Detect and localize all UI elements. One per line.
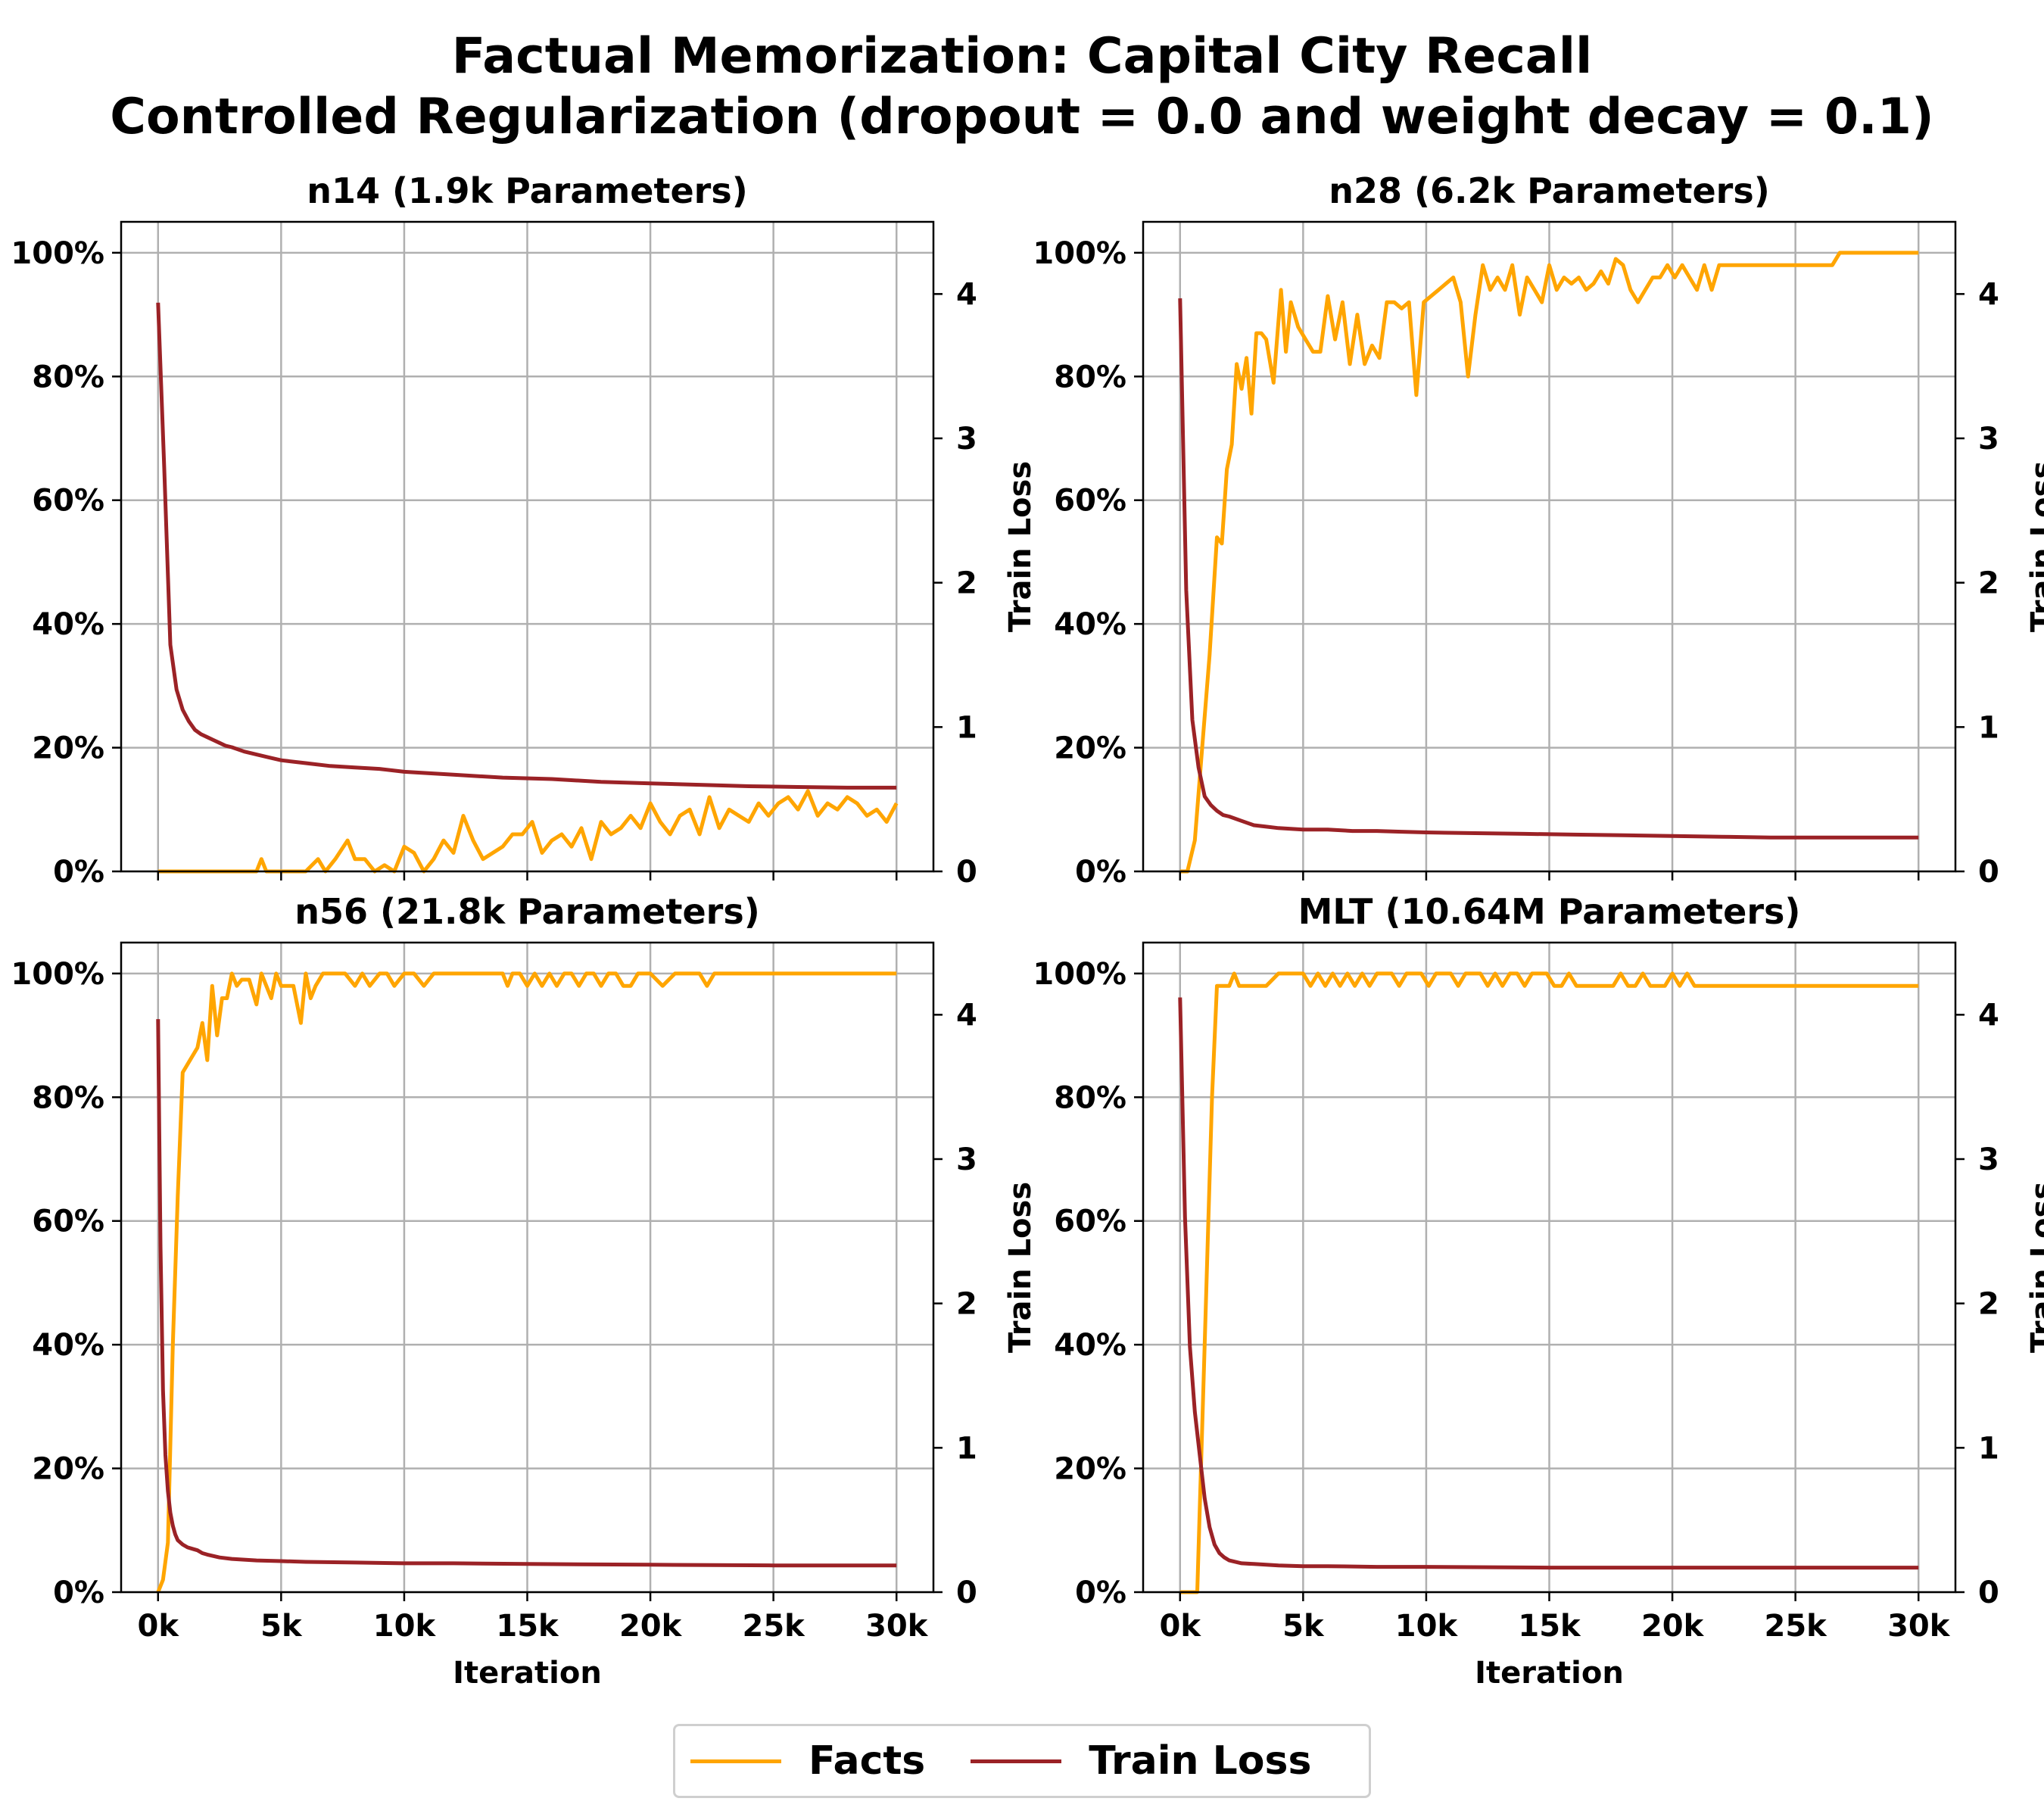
y-right-tick-label: 3 [956,422,977,457]
panel-title: n14 (1.9k Parameters) [307,170,748,211]
y-left-tick-label: 60% [1054,1205,1126,1239]
y-left-tick-label: 0% [53,855,104,890]
y-left-tick-label: 80% [32,1080,104,1115]
series-line-facts [157,789,899,874]
y-left-tick-label: 100% [11,957,104,992]
series-line-train-loss [156,1019,897,1568]
y-right-axis-label: Train Loss [2025,1182,2044,1353]
x-tick-label: 10k [1395,1609,1459,1644]
y-left-tick-label: 0% [1075,1575,1126,1610]
legend-swatch-train-loss [971,1759,1062,1763]
y-left-tick-label: 20% [1054,1452,1126,1487]
y-left-tick-label: 100% [1033,236,1126,271]
y-left-tick-label: 40% [32,1328,104,1363]
x-axis-label: Iteration [1475,1656,1624,1691]
legend-item-facts: Facts [675,1738,925,1784]
chart-panel-2: 0% 20% 40% 60% 80% 100% 0 1 2 3 4 n28 (6.2k Paramet… [1033,170,2044,890]
y-right-tick-label: 0 [956,855,977,890]
y-left-tick-label: 20% [1054,731,1126,766]
chart-panel-4: 0% 20% 40% 60% 80% 100% 0 1 2 3 4 0k 5k 10k 15k 20k 25k 3… [1033,891,2044,1691]
y-right-tick-label: 2 [956,1287,977,1322]
legend-item-train-loss: Train Loss [955,1738,1311,1784]
x-tick-label: 20k [1641,1609,1705,1644]
x-tick-label: 25k [1765,1609,1828,1644]
y-right-tick-label: 3 [956,1142,977,1177]
y-right-tick-label: 0 [956,1575,977,1610]
y-left-tick-label: 80% [1054,360,1126,394]
y-right-tick-label: 0 [1978,855,1999,890]
y-left-tick-label: 100% [1033,957,1126,992]
legend-swatch-facts [690,1759,781,1763]
title-line-1: Factual Memorization: Capital City Recal… [451,28,1593,85]
y-left-tick-label: 100% [11,236,104,271]
series-line-facts [1179,971,1919,1594]
y-left-tick-label: 0% [1075,855,1126,890]
series-line-facts [156,971,897,1593]
x-tick-label: 5k [1282,1609,1325,1644]
chart-panel-1: 0% 20% 40% 60% 80% 100% 0 1 2 3 4 n14 (1.9k Paramet… [11,170,1038,890]
y-left-tick-label: 80% [1054,1080,1126,1115]
x-tick-label: 30k [865,1609,929,1644]
y-left-tick-label: 40% [1054,607,1126,642]
y-left-tick-label: 20% [32,731,104,766]
y-right-axis-label: Train Loss [2025,461,2044,632]
y-right-tick-label: 1 [956,710,977,745]
y-left-tick-label: 60% [32,1205,104,1239]
x-axis-label: Iteration [453,1656,602,1691]
series-line-train-loss [156,302,897,790]
x-tick-label: 30k [1887,1609,1951,1644]
y-left-tick-label: 40% [32,607,104,642]
legend-label-train-loss: Train Loss [1089,1738,1312,1784]
x-tick-label: 20k [619,1609,683,1644]
figure-title: Factual Memorization: Capital City Recal… [0,26,2044,148]
series-line-facts [1179,251,1919,874]
y-right-tick-label: 4 [1978,277,1999,312]
y-right-tick-label: 0 [1978,1575,1999,1610]
y-right-tick-label: 2 [956,566,977,601]
legend-label-facts: Facts [809,1738,926,1784]
y-right-tick-label: 4 [956,277,977,312]
x-tick-label: 25k [743,1609,806,1644]
y-left-tick-label: 60% [1054,484,1126,519]
title-line-2: Controlled Regularization (dropout = 0.0… [110,89,1934,145]
y-left-tick-label: 60% [32,484,104,519]
y-right-tick-label: 4 [1978,998,1999,1033]
y-right-axis-label: Train Loss [1003,461,1038,632]
y-right-tick-label: 4 [956,998,977,1033]
panel-title: n56 (21.8k Parameters) [294,891,760,932]
x-tick-label: 5k [260,1609,303,1644]
panel-title: MLT (10.64M Parameters) [1298,891,1801,932]
y-right-axis-label: Train Loss [1003,1182,1038,1353]
y-right-tick-label: 2 [1978,1287,1999,1322]
y-left-tick-label: 20% [32,1452,104,1487]
y-right-tick-label: 1 [1978,1431,1999,1466]
y-right-tick-label: 1 [1978,710,1999,745]
panel-title: n28 (6.2k Parameters) [1329,170,1770,211]
y-left-tick-label: 80% [32,360,104,394]
y-right-tick-label: 1 [956,1431,977,1466]
y-right-tick-label: 2 [1978,566,1999,601]
y-left-tick-label: 40% [1054,1328,1126,1363]
x-tick-label: 15k [496,1609,559,1644]
y-left-tick-label: 0% [53,1575,104,1610]
series-line-train-loss [1178,997,1919,1570]
x-tick-label: 0k [1160,1609,1202,1644]
x-tick-label: 15k [1518,1609,1581,1644]
chart-panel-3: 0% 20% 40% 60% 80% 100% 0 1 2 3 4 0k 5k 10k 15k 20k 25k 3… [11,891,1038,1691]
legend: Facts Train Loss [673,1724,1371,1798]
series-line-train-loss [1178,298,1919,840]
y-right-tick-label: 3 [1978,1142,1999,1177]
x-tick-label: 0k [138,1609,180,1644]
y-right-tick-label: 3 [1978,422,1999,457]
x-tick-label: 10k [373,1609,437,1644]
